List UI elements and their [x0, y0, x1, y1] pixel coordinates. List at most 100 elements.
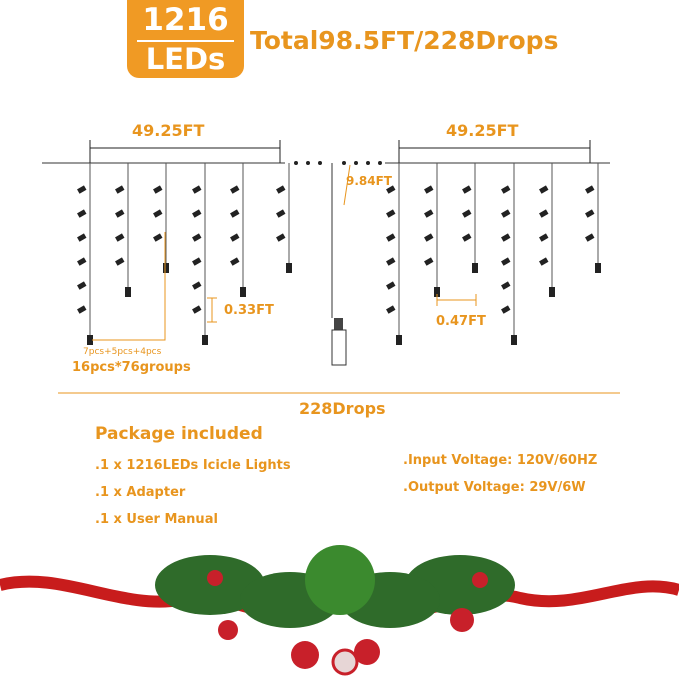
- led-bulb: [424, 257, 434, 266]
- led-bulb: [77, 233, 87, 242]
- led-bulb: [585, 185, 595, 194]
- package-item: .1 x Adapter: [95, 485, 186, 500]
- package-item: .1 x 1216LEDs Icicle Lights: [95, 458, 291, 473]
- break-dot: [318, 161, 322, 165]
- break-dot: [306, 161, 310, 165]
- led-bulb: [539, 209, 549, 218]
- led-bulb: [501, 233, 511, 242]
- led-bulb: [87, 335, 93, 345]
- led-count: 1216: [142, 2, 229, 38]
- led-bulb: [386, 305, 396, 314]
- led-bulb: [115, 185, 125, 194]
- led-bulb: [77, 305, 87, 314]
- led-bulb: [153, 185, 163, 194]
- led-bulb: [386, 257, 396, 266]
- led-bulb: [115, 233, 125, 242]
- led-bulb: [539, 185, 549, 194]
- led-unit: LEDs: [145, 42, 226, 76]
- led-bulb: [192, 305, 202, 314]
- garland-foliage: [155, 545, 515, 628]
- led-bulb: [511, 335, 517, 345]
- led-bulb: [585, 209, 595, 218]
- led-bulb: [462, 233, 472, 242]
- drop-gap-label: 0.47FT: [436, 314, 486, 329]
- led-bulb: [386, 281, 396, 290]
- ornament-balls: [207, 570, 488, 676]
- led-bulb: [549, 287, 555, 297]
- led-bulb: [125, 287, 131, 297]
- led-bulb: [386, 233, 396, 242]
- led-bulb: [192, 281, 202, 290]
- led-bulb: [230, 233, 240, 242]
- break-dot: [378, 161, 382, 165]
- headline: Total98.5FT/228Drops: [250, 26, 559, 55]
- led-bulb: [501, 257, 511, 266]
- lead-length-label: 9.84FT: [346, 174, 392, 188]
- led-bulb: [77, 281, 87, 290]
- led-bulb: [595, 263, 601, 273]
- led-bulb: [424, 185, 434, 194]
- led-bulb: [462, 209, 472, 218]
- groups-label: 16pcs*76groups: [72, 360, 191, 375]
- led-bulb: [396, 335, 402, 345]
- led-bulb: [276, 209, 286, 218]
- led-bulb: [230, 209, 240, 218]
- adapter-icon: [331, 329, 347, 366]
- led-bulb: [192, 209, 202, 218]
- group-bracket: [92, 232, 166, 341]
- led-bulb: [77, 257, 87, 266]
- led-bulb: [286, 263, 292, 273]
- led-bulb: [424, 209, 434, 218]
- led-bulb: [230, 257, 240, 266]
- led-bulb: [434, 287, 440, 297]
- led-bulb: [192, 257, 202, 266]
- led-bulb: [192, 185, 202, 194]
- break-dot: [342, 161, 346, 165]
- led-bulb: [192, 233, 202, 242]
- break-dot: [294, 161, 298, 165]
- led-bulb: [501, 281, 511, 290]
- drop-spacing-label: 0.33FT: [224, 303, 274, 318]
- package-title: Package included: [95, 424, 263, 444]
- led-bulb: [424, 233, 434, 242]
- group-pattern-label: 7pcs+5pcs+4pcs: [83, 347, 162, 357]
- spec-output-voltage: .Output Voltage: 29V/6W: [403, 480, 586, 495]
- spec-input-voltage: .Input Voltage: 120V/60HZ: [403, 453, 598, 468]
- led-bulb: [202, 335, 208, 345]
- led-bulb: [240, 287, 246, 297]
- led-bulb: [230, 185, 240, 194]
- left-length-label: 49.25FT: [132, 121, 205, 140]
- led-bulb: [501, 185, 511, 194]
- total-drops-label: 228Drops: [299, 399, 386, 418]
- led-bulb: [539, 233, 549, 242]
- break-dot: [366, 161, 370, 165]
- adapter-plug: [334, 318, 343, 330]
- led-bulb: [115, 209, 125, 218]
- right-length-label: 49.25FT: [446, 121, 519, 140]
- led-bulb: [585, 233, 595, 242]
- lead-pointer: [343, 164, 351, 206]
- led-bulb: [77, 185, 87, 194]
- led-bulb: [77, 209, 87, 218]
- spacing-marker: [207, 297, 217, 323]
- gap-marker: [436, 294, 477, 306]
- break-dot: [354, 161, 358, 165]
- led-bulb: [153, 233, 163, 242]
- led-bulb: [163, 263, 169, 273]
- led-bulb: [276, 185, 286, 194]
- led-count-badge: 1216 LEDs: [127, 0, 244, 78]
- led-bulb: [501, 209, 511, 218]
- led-bulb: [539, 257, 549, 266]
- badge-divider: [137, 40, 234, 42]
- led-bulb: [501, 305, 511, 314]
- led-bulb: [153, 209, 163, 218]
- led-bulb: [462, 185, 472, 194]
- led-bulb: [276, 233, 286, 242]
- led-bulb: [386, 209, 396, 218]
- led-bulb: [115, 257, 125, 266]
- led-bulb: [386, 185, 396, 194]
- led-bulb: [472, 263, 478, 273]
- package-item: .1 x User Manual: [95, 512, 218, 527]
